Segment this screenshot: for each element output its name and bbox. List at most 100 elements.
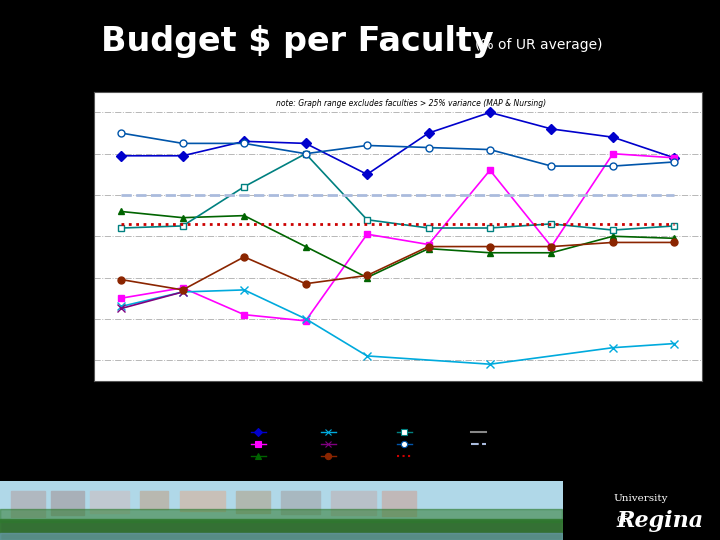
Science: [363, 217, 372, 223]
U Regina Avg: [301, 192, 310, 198]
Social Work: [117, 130, 125, 136]
Arts: [179, 152, 187, 159]
Social Work: [363, 142, 372, 149]
Bar: [180, 491, 225, 511]
Science: [608, 227, 617, 233]
KHS: [547, 244, 556, 250]
Science: [117, 225, 125, 231]
Engineering: [301, 315, 310, 322]
Text: University: University: [613, 494, 668, 503]
MAP: [117, 305, 125, 312]
Social Work: [670, 159, 679, 165]
Engineering: [486, 361, 495, 367]
U Regina Avg: [608, 192, 617, 198]
Bus Admin: [486, 167, 495, 173]
Line: Engineering: Engineering: [117, 286, 678, 368]
Line: Social Work: Social Work: [118, 130, 678, 170]
KHS: [486, 244, 495, 250]
Bus Admin: [117, 295, 125, 301]
Science: [424, 225, 433, 231]
Bar: [12, 491, 45, 517]
U Regina Avg: [547, 192, 556, 198]
Education: [424, 245, 433, 252]
Engineering: [240, 287, 248, 293]
Social Work: [179, 140, 187, 147]
Text: source: March 2017: O'Fee/Fortowsky; URegina Office of Resource Planning;  \UReg: source: March 2017: O'Fee/Fortowsky; URe…: [94, 393, 495, 399]
Arts: [608, 134, 617, 140]
Science: [240, 184, 248, 190]
Social Work: [424, 144, 433, 151]
Arts: [301, 140, 310, 147]
Bus Admin: [301, 318, 310, 324]
JSGS: [670, 221, 679, 227]
Education: [547, 249, 556, 256]
Education: [179, 214, 187, 221]
JSGS: [608, 221, 617, 227]
Bar: [236, 491, 269, 512]
KHS: [608, 239, 617, 246]
Bus Admin: [240, 312, 248, 318]
Social Work: [608, 163, 617, 170]
Social Work: [547, 163, 556, 170]
Science: [670, 222, 679, 229]
JSGS: [179, 221, 187, 227]
Bus Admin: [179, 285, 187, 291]
JSGS: [363, 221, 372, 227]
Social Work: [486, 146, 495, 153]
Education: [608, 233, 617, 240]
Science: [547, 221, 556, 227]
Text: of: of: [616, 514, 627, 524]
MAP: [179, 289, 187, 295]
Bus Admin: [424, 241, 433, 248]
Bar: [140, 491, 168, 509]
Science: [179, 222, 187, 229]
Arts: [240, 138, 248, 145]
Bus Admin: [670, 154, 679, 161]
KHS: [424, 244, 433, 250]
Bar: [331, 491, 377, 515]
Text: Budget $ per Faculty: Budget $ per Faculty: [101, 25, 493, 58]
JSGS: [486, 221, 495, 227]
Engineering: [363, 353, 372, 359]
Science: [486, 225, 495, 231]
U Regina Avg: [424, 192, 433, 198]
Bar: [90, 491, 129, 513]
Arts: [670, 154, 679, 161]
Line: Arts: Arts: [118, 109, 678, 178]
U Regina Avg: [486, 192, 495, 198]
Science: [301, 151, 310, 157]
Line: Science: Science: [118, 150, 678, 233]
U Regina Avg: [363, 192, 372, 198]
KHS: [301, 280, 310, 287]
JSGS: [240, 221, 248, 227]
KHS: [117, 276, 125, 283]
Bus Admin: [363, 231, 372, 238]
Legend: Arts, Bus Admin, Education, Engineering, MAP, KHS, Science, Social Work, JSGS, N: Arts, Bus Admin, Education, Engineering,…: [249, 426, 546, 462]
JSGS: [117, 221, 125, 227]
U Regina Avg: [670, 192, 679, 198]
Arts: [424, 130, 433, 136]
Bar: [382, 491, 415, 516]
Line: Education: Education: [118, 208, 678, 281]
Engineering: [117, 303, 125, 309]
U Regina Avg: [117, 192, 125, 198]
Engineering: [670, 340, 679, 347]
Line: Bus Admin: Bus Admin: [118, 150, 678, 325]
JSGS: [547, 221, 556, 227]
Line: KHS: KHS: [118, 239, 678, 293]
KHS: [670, 239, 679, 246]
Education: [486, 249, 495, 256]
JSGS: [424, 221, 433, 227]
KHS: [179, 287, 187, 293]
Bar: [281, 491, 320, 514]
Engineering: [179, 289, 187, 295]
Bar: [50, 491, 84, 515]
Arts: [547, 126, 556, 132]
Social Work: [240, 140, 248, 147]
Arts: [363, 171, 372, 178]
Education: [240, 212, 248, 219]
Y-axis label: % variance from average Budget $ per weighted FLE Student: % variance from average Budget $ per wei…: [45, 119, 54, 354]
Text: note: Graph range excludes faculties > 25% variance (MAP & Nursing): note: Graph range excludes faculties > 2…: [276, 99, 546, 108]
Education: [363, 274, 372, 281]
JSGS: [301, 221, 310, 227]
